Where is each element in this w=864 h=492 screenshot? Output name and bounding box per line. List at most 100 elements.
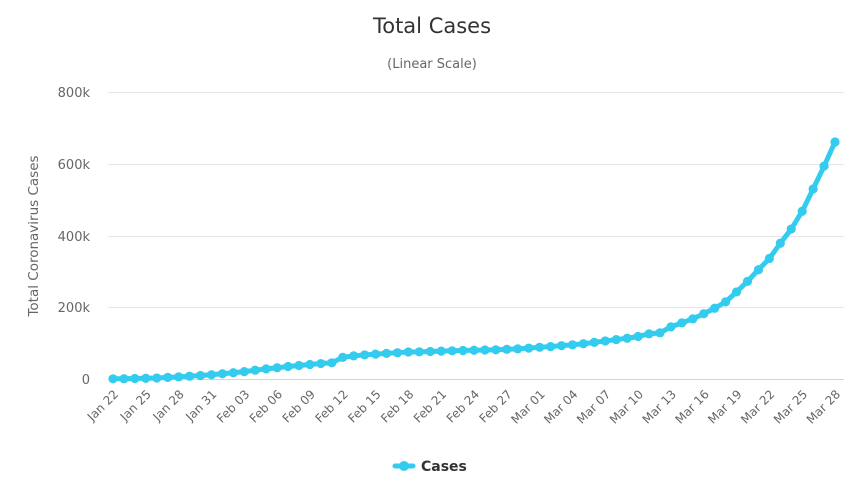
data-point[interactable] [458,345,468,356]
x-tick-label: Jan 25 [117,387,154,424]
x-tick-label: Feb 18 [378,387,416,425]
data-point[interactable] [436,346,446,356]
data-point[interactable] [381,348,392,359]
data-point[interactable] [721,297,731,307]
y-tick-label: 200k [58,301,91,316]
data-point[interactable] [370,349,381,359]
x-tick-label: Mar 13 [640,387,679,426]
data-point[interactable] [152,373,162,383]
data-point[interactable] [545,341,556,352]
data-point[interactable] [677,318,687,328]
data-point[interactable] [217,369,227,379]
data-point[interactable] [699,309,709,319]
data-point[interactable] [239,367,249,377]
data-point[interactable] [360,350,370,360]
data-point[interactable] [502,344,512,354]
data-point[interactable] [228,368,238,378]
data-point[interactable] [600,336,610,346]
data-point[interactable] [316,358,326,369]
data-point[interactable] [491,345,501,355]
data-point[interactable] [425,346,435,357]
data-point[interactable] [578,339,588,349]
x-tick-label: Mar 25 [771,387,810,426]
data-point[interactable] [119,374,129,384]
legend-item-cases[interactable]: Cases [421,459,467,475]
data-point[interactable] [250,365,260,375]
data-point[interactable] [414,347,424,357]
data-point[interactable] [524,343,534,353]
data-point[interactable] [819,161,829,171]
data-point[interactable] [338,352,348,362]
data-point[interactable] [480,345,490,355]
y-axis-label: Total Coronavirus Cases [26,155,42,317]
x-tick-label: Mar 22 [738,387,777,426]
data-point[interactable] [261,364,271,374]
data-point[interactable] [589,337,599,348]
x-tick-label: Feb 12 [312,387,350,425]
chart-title: Total Cases [372,14,491,38]
data-point[interactable] [764,253,774,264]
data-point[interactable] [644,329,654,339]
data-point[interactable] [392,348,403,358]
data-point[interactable] [403,347,413,357]
data-point[interactable] [830,137,840,147]
data-point[interactable] [195,370,206,381]
legend-marker-icon [399,461,409,471]
data-point[interactable] [808,184,818,194]
data-point[interactable] [272,363,282,373]
x-tick-label: Mar 04 [541,387,580,426]
data-point[interactable] [535,342,545,352]
data-point[interactable] [622,333,632,343]
y-tick-label: 600k [58,158,91,173]
data-point[interactable] [731,287,742,297]
data-point[interactable] [742,276,753,286]
data-point[interactable] [206,370,217,380]
x-tick-label: Jan 22 [84,387,121,424]
x-tick-label: Jan 31 [182,387,219,424]
data-point[interactable] [797,206,807,216]
x-tick-label: Feb 24 [444,387,482,425]
data-point[interactable] [184,371,195,381]
data-point[interactable] [567,340,578,350]
y-axis-ticks: 0 200k 400k 600k 800k [58,86,91,388]
y-tick-label: 0 [82,373,90,388]
chart-subtitle: (Linear Scale) [387,57,477,72]
data-point[interactable] [556,341,567,351]
data-point[interactable] [469,345,479,355]
x-tick-label: Jan 28 [150,387,187,424]
y-tick-label: 400k [58,230,91,245]
series-cases[interactable] [108,137,840,384]
data-point[interactable] [294,360,304,371]
x-tick-label: Feb 09 [280,387,318,425]
x-tick-label: Feb 27 [477,387,515,425]
data-point[interactable] [655,328,665,338]
data-point[interactable] [447,346,457,356]
data-point[interactable] [710,303,720,313]
x-tick-label: Feb 03 [214,387,252,425]
data-point[interactable] [633,331,643,342]
data-point[interactable] [305,359,315,370]
data-point[interactable] [327,358,337,368]
data-point[interactable] [611,334,621,345]
data-point[interactable] [108,374,118,384]
data-point[interactable] [753,265,764,275]
x-tick-label: Mar 07 [574,387,613,426]
data-point[interactable] [775,238,785,248]
data-point[interactable] [786,224,796,234]
legend[interactable]: Cases [392,459,467,475]
data-point[interactable] [666,322,676,332]
data-point[interactable] [130,373,140,384]
data-point[interactable] [513,344,523,354]
x-tick-label: Mar 19 [705,387,744,426]
data-point[interactable] [688,314,698,324]
data-point[interactable] [283,361,293,372]
gridlines [108,92,844,308]
x-tick-label: Mar 10 [607,387,646,426]
data-point[interactable] [174,372,184,382]
data-point[interactable] [349,351,359,361]
data-point[interactable] [163,372,173,382]
data-point[interactable] [141,373,151,383]
